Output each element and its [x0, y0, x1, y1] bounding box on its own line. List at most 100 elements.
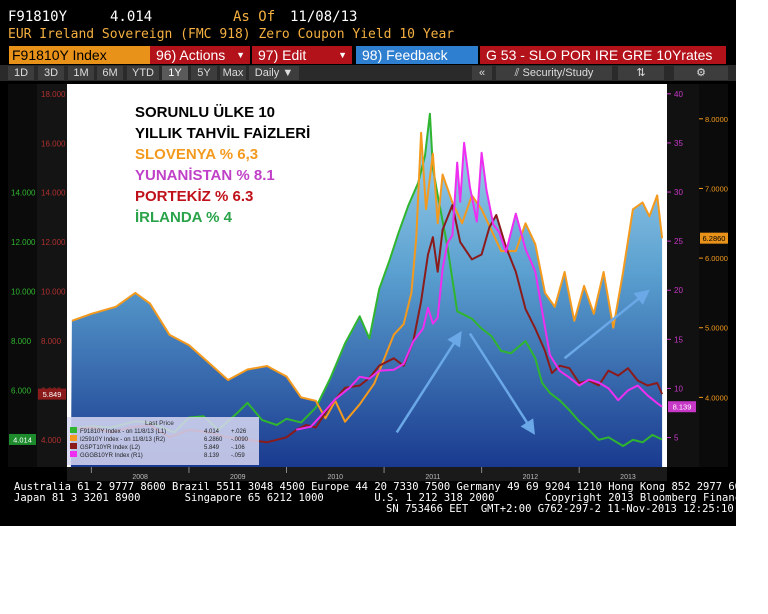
- legend-swatch: [70, 427, 77, 433]
- last-value-tag-text: 8.139: [673, 403, 692, 412]
- footer-contacts-line2: Japan 81 3 3201 8900 Singapore 65 6212 1…: [14, 492, 736, 504]
- trend-arrows: [395, 289, 650, 435]
- right-r2-tick-label: 5.0000: [705, 324, 728, 333]
- actions-menu[interactable]: 96) Actions ▼: [150, 46, 250, 64]
- legend-change: -.059: [231, 453, 245, 459]
- chevron-down-icon: ▼: [282, 67, 294, 79]
- period-5y[interactable]: 5Y: [191, 66, 217, 80]
- feedback-button[interactable]: 98) Feedback: [356, 46, 478, 64]
- left-tick-label: 16.000: [41, 139, 66, 148]
- chart-name-field[interactable]: G 53 - SLO POR IRE GRE 10Yrates: [480, 46, 726, 64]
- left-outer-tick-label: 12.000: [11, 238, 36, 247]
- right-r1-tick-label: 35: [674, 139, 683, 148]
- legend: Last Price F91810Y Index - on 11/8/13 (L1…: [67, 417, 259, 465]
- x-tick-label: 2012: [523, 474, 539, 481]
- security-study-button[interactable]: ⫽ Security/Study: [496, 66, 612, 80]
- legend-label: F91810Y Index - on 11/8/13 (L1): [80, 429, 166, 435]
- last-value: 4.014: [110, 9, 153, 25]
- nav-back-button[interactable]: «: [472, 66, 492, 80]
- legend-box: [67, 417, 259, 465]
- period-toolbar: 1D 3D 1M 6M YTD 1Y 5Y Max Daily ▼ « ⫽ Se…: [0, 65, 736, 81]
- legend-value: 6.2860: [204, 437, 223, 443]
- legend-label: GGGB10YR Index (R1): [80, 453, 143, 459]
- ticker-label: F91810Y: [8, 9, 68, 25]
- legend-change: -.0090: [231, 437, 249, 443]
- series-area-fill: [67, 113, 663, 467]
- yield-chart: SORUNLU ÜLKE 10 YILLIK TAHVİL FAİZLERİ SLO…: [8, 84, 728, 481]
- legend-label: I25910Y Index - on 11/8/13 (R2): [80, 437, 165, 443]
- series-line-1: [71, 131, 664, 423]
- trend-arrow-0: [395, 331, 462, 434]
- right-r2-tick-label: 6.0000: [705, 254, 728, 263]
- annotation-line-0: SORUNLU ÜLKE 10: [135, 104, 275, 121]
- legend-swatch: [70, 451, 77, 457]
- right-r1-tick-label: 10: [674, 384, 683, 393]
- right-r2-tick-label: 8.0000: [705, 115, 728, 124]
- right-r2-axis-panel: [699, 84, 728, 467]
- last-value-tag: [700, 232, 728, 244]
- left-inner-axis-panel: [37, 84, 67, 467]
- series-line-3: [296, 141, 663, 431]
- period-1d[interactable]: 1D: [8, 66, 34, 80]
- settings-button[interactable]: ⚙: [674, 66, 728, 80]
- right-r1-tick-label: 40: [674, 90, 683, 99]
- legend-label: GSPT10YR Index (L2): [80, 445, 140, 451]
- x-tick-label: 2011: [425, 474, 440, 481]
- footer-contacts-line1: Australia 61 2 9777 8600 Brazil 5511 304…: [14, 481, 736, 493]
- x-tick-label: 2009: [230, 474, 246, 481]
- sort-button[interactable]: ⇅: [618, 66, 664, 80]
- security-field[interactable]: F91810Y Index: [9, 46, 150, 64]
- period-1m[interactable]: 1M: [68, 66, 94, 80]
- frequency-label: Daily: [254, 67, 280, 79]
- period-1y[interactable]: 1Y: [162, 66, 188, 80]
- as-of-date[interactable]: 11/08/13: [290, 9, 358, 25]
- legend-swatch: [70, 435, 77, 441]
- legend-change: +.026: [231, 429, 247, 435]
- security-description: EUR Ireland Sovereign (FMC 918) Zero Cou…: [8, 27, 455, 42]
- legend-value: 4.014: [204, 429, 220, 435]
- right-r1-tick-label: 25: [674, 237, 683, 246]
- left-outer-tick-label: 8.000: [11, 337, 32, 346]
- x-tick-label: 2010: [328, 474, 344, 481]
- left-tick-label: 18.000: [41, 90, 66, 99]
- right-r2-tick-label: 7.0000: [705, 184, 728, 193]
- sort-icon: ⇅: [636, 67, 646, 79]
- bloomberg-terminal: F91810Y 4.014 As Of 11/08/13 EUR Ireland…: [0, 0, 736, 526]
- axes: 4.0006.0008.00010.00012.00014.0004.0006.…: [11, 90, 728, 481]
- last-value-tag: [668, 401, 696, 413]
- annotation-line-4: PORTEKİZ % 6.3: [135, 188, 253, 205]
- left-tick-label: 12.000: [41, 238, 66, 247]
- x-axis-band: [67, 467, 667, 481]
- right-r2-tick-label: 4.0000: [705, 393, 728, 402]
- legend-value: 5.849: [204, 445, 220, 451]
- security-study-label: Security/Study: [522, 67, 594, 79]
- legend-title: Last Price: [145, 420, 174, 427]
- trend-arrow-2: [563, 289, 650, 360]
- header-bar: F91810Y 4.014 As Of 11/08/13: [0, 0, 736, 28]
- gear-icon: ⚙: [696, 67, 706, 79]
- actions-label: 96) Actions: [156, 47, 226, 63]
- period-max[interactable]: Max: [220, 66, 246, 80]
- right-r1-tick-label: 20: [674, 286, 683, 295]
- last-value-tags: 5.849 4.014 6.2860 8.139: [9, 232, 728, 445]
- chevron-down-icon: ▼: [236, 50, 245, 60]
- last-value-tag: [38, 388, 66, 400]
- chart-icon: ⫽: [514, 67, 520, 79]
- period-ytd[interactable]: YTD: [127, 66, 159, 80]
- frequency-select[interactable]: Daily ▼: [249, 66, 299, 80]
- annotation-line-3: YUNANİSTAN % 8.1: [135, 167, 275, 184]
- right-r1-tick-label: 5: [674, 434, 679, 443]
- period-6m[interactable]: 6M: [97, 66, 123, 80]
- right-r1-tick-label: 15: [674, 335, 683, 344]
- chevron-down-icon: ▼: [338, 50, 347, 60]
- x-tick-label: 2008: [132, 474, 148, 481]
- chart-annotation: SORUNLU ÜLKE 10 YILLIK TAHVİL FAİZLERİ SLO…: [135, 104, 310, 226]
- command-bar: F91810Y Index 96) Actions ▼ 97) Edit ▼ 98)…: [0, 46, 736, 66]
- left-outer-tick-label: 14.000: [11, 189, 36, 198]
- edit-menu[interactable]: 97) Edit ▼: [252, 46, 352, 64]
- legend-value: 8.139: [204, 453, 220, 459]
- period-3d[interactable]: 3D: [38, 66, 64, 80]
- legend-swatch: [70, 443, 77, 449]
- last-value-tag-text: 4.014: [13, 435, 32, 444]
- left-tick-label: 10.000: [41, 288, 66, 297]
